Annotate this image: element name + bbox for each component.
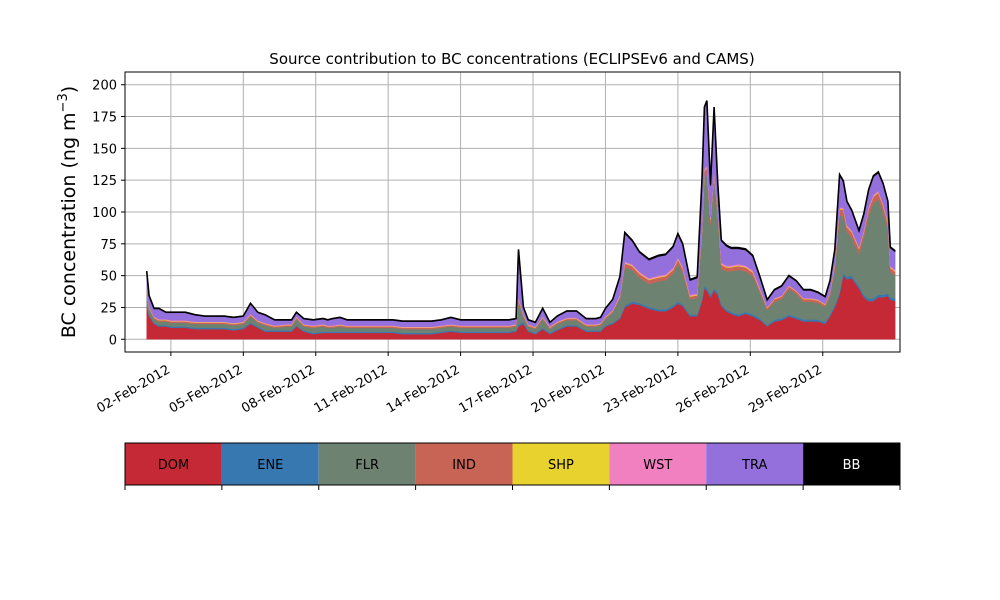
x-tick-label: 17-Feb-2012 bbox=[456, 362, 535, 416]
y-tick-label: 0 bbox=[109, 333, 117, 348]
y-tick-label: 150 bbox=[92, 142, 117, 157]
legend-swatch-ene bbox=[221, 443, 319, 485]
y-tick-label: 100 bbox=[92, 206, 117, 221]
x-tick-label: 26-Feb-2012 bbox=[674, 362, 753, 416]
total-concentration-line bbox=[145, 100, 896, 324]
x-tick-label: 05-Feb-2012 bbox=[167, 362, 246, 416]
y-tick-label: 175 bbox=[92, 111, 117, 126]
legend-swatch-bb bbox=[803, 443, 900, 485]
legend-label-dom: DOM bbox=[158, 458, 189, 473]
legend-label-ind: IND bbox=[452, 458, 476, 473]
x-tick-label: 14-Feb-2012 bbox=[384, 362, 463, 416]
legend-swatch-dom bbox=[125, 443, 222, 485]
legend-swatch-shp bbox=[512, 443, 610, 485]
color-legend: DOM ENE FLR IND SHP WST TRA BB bbox=[124, 442, 901, 490]
x-tick-label: 11-Feb-2012 bbox=[312, 362, 391, 416]
x-tick-label: 08-Feb-2012 bbox=[239, 362, 318, 416]
y-axis-ticks: 0 25 50 75 100 125 150 175 200 bbox=[92, 79, 125, 348]
x-tick-label: 20-Feb-2012 bbox=[529, 362, 608, 416]
y-tick-label: 125 bbox=[92, 174, 117, 189]
legend-label-ene: ENE bbox=[257, 458, 283, 473]
chart-title: Source contribution to BC concentrations… bbox=[269, 50, 754, 68]
x-tick-label: 02-Feb-2012 bbox=[94, 362, 173, 416]
legend-label-bb: BB bbox=[843, 458, 861, 473]
legend-swatch-ind bbox=[415, 443, 513, 485]
legend-swatch-flr bbox=[318, 443, 416, 485]
grid-lines bbox=[125, 72, 900, 352]
x-tick-label: 23-Feb-2012 bbox=[601, 362, 680, 416]
plot-area: 0 25 50 75 100 125 150 175 200 02-Feb-201205-Feb… bbox=[92, 71, 901, 416]
legend-swatch-tra bbox=[706, 443, 804, 485]
y-tick-label: 75 bbox=[100, 238, 117, 253]
y-tick-label: 25 bbox=[100, 301, 117, 316]
legend-label-flr: FLR bbox=[355, 458, 379, 473]
y-tick-label: 200 bbox=[92, 79, 117, 94]
legend-label-shp: SHP bbox=[548, 458, 574, 473]
x-axis-ticks: 02-Feb-201205-Feb-201208-Feb-201211-Feb-… bbox=[94, 352, 825, 416]
y-tick-label: 50 bbox=[100, 270, 117, 285]
legend-label-tra: TRA bbox=[741, 458, 767, 473]
legend-label-wst: WST bbox=[643, 458, 672, 473]
y-axis-label: BC concentration (ng m−3) bbox=[56, 86, 80, 338]
legend-swatch-wst bbox=[609, 443, 707, 485]
x-tick-label: 29-Feb-2012 bbox=[746, 362, 825, 416]
